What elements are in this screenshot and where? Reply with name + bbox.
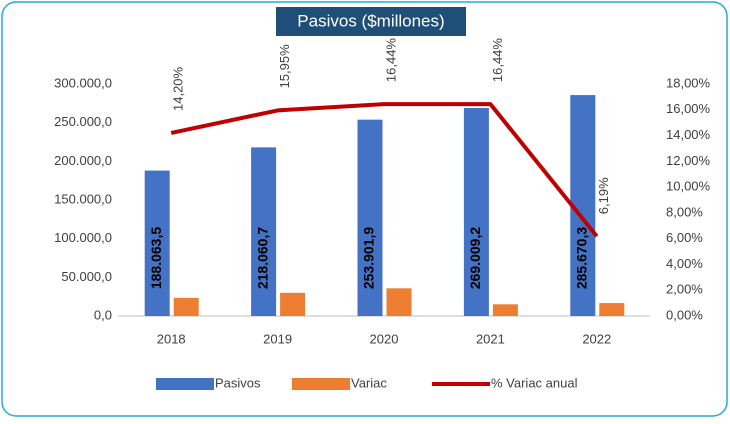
bar bbox=[492, 304, 518, 316]
bar-value-label: 269.009,2 bbox=[467, 227, 483, 289]
y2-tick-label: 18,00% bbox=[666, 75, 711, 90]
x-tick-label: 2021 bbox=[476, 331, 505, 346]
y2-tick-label: 14,00% bbox=[666, 127, 711, 142]
line-value-label: 6,19% bbox=[596, 177, 611, 214]
bar-value-label: 188.063,5 bbox=[148, 227, 164, 289]
y-tick-label: 250.000,0 bbox=[54, 114, 112, 129]
bar bbox=[280, 292, 306, 316]
line bbox=[170, 102, 599, 238]
y2-tick-label: 8,00% bbox=[666, 204, 703, 219]
y-tick-label: 100.000,0 bbox=[54, 230, 112, 245]
y-tick-label: 50.000,0 bbox=[61, 269, 112, 284]
line-value-label: 16,44% bbox=[383, 38, 398, 83]
y-tick-label: 150.000,0 bbox=[54, 191, 112, 206]
y-tick-label: 0,0 bbox=[94, 307, 112, 322]
legend-swatch bbox=[292, 378, 350, 390]
chart-title: Pasivos ($millones) bbox=[297, 11, 444, 30]
bar bbox=[357, 119, 383, 316]
y2-tick-label: 6,00% bbox=[666, 230, 703, 245]
legend-label: % Variac anual bbox=[491, 375, 578, 390]
y2-tick-label: 0,00% bbox=[666, 307, 703, 322]
bar-value-label: 285.670,3 bbox=[574, 227, 590, 289]
x-tick-label: 2020 bbox=[370, 331, 399, 346]
bar bbox=[463, 107, 489, 316]
bar bbox=[173, 297, 199, 316]
bar bbox=[251, 147, 277, 316]
line-value-label: 16,44% bbox=[490, 38, 505, 83]
bar bbox=[144, 170, 170, 316]
x-tick-label: 2018 bbox=[157, 331, 186, 346]
line-value-label: 14,20% bbox=[171, 66, 186, 111]
y-tick-label: 200.000,0 bbox=[54, 153, 112, 168]
y2-tick-label: 16,00% bbox=[666, 101, 711, 116]
legend-label: Pasivos bbox=[215, 375, 261, 390]
bar-value-label: 218.060,7 bbox=[254, 227, 270, 289]
bar bbox=[599, 303, 625, 316]
y-tick-label: 300.000,0 bbox=[54, 75, 112, 90]
y2-tick-label: 2,00% bbox=[666, 282, 703, 297]
y2-tick-label: 10,00% bbox=[666, 179, 711, 194]
y2-tick-label: 4,00% bbox=[666, 256, 703, 271]
bar bbox=[386, 288, 412, 316]
title-box bbox=[276, 7, 466, 36]
legend-label: Variac bbox=[351, 375, 387, 390]
x-tick-label: 2019 bbox=[263, 331, 292, 346]
x-tick-label: 2022 bbox=[582, 331, 611, 346]
bar-value-label: 253.901,9 bbox=[361, 227, 377, 289]
legend-swatch bbox=[156, 378, 214, 390]
y2-tick-label: 12,00% bbox=[666, 153, 711, 168]
line-value-label: 15,95% bbox=[277, 44, 292, 89]
